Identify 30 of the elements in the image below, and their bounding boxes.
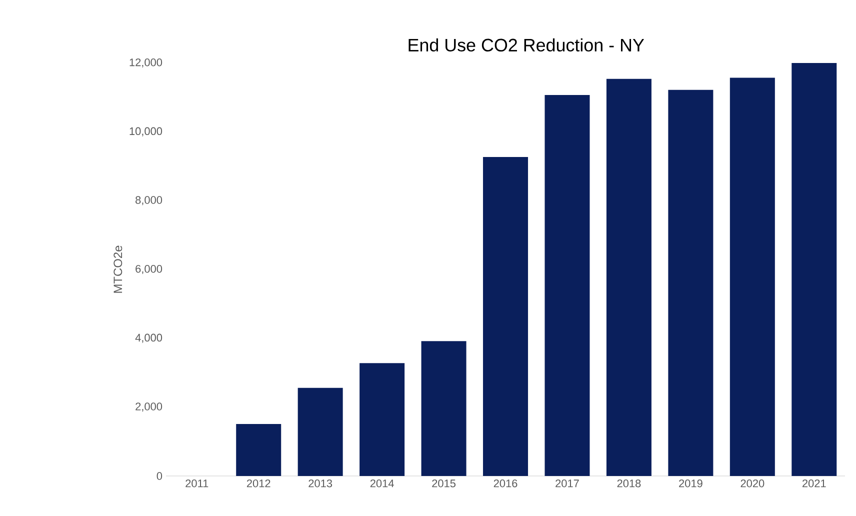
- bar: [730, 78, 775, 476]
- bar: [792, 62, 837, 476]
- x-tick-label: 2020: [740, 480, 764, 488]
- y-tick-label: 0: [156, 472, 162, 480]
- x-tick-label: 2015: [432, 480, 456, 488]
- x-tick-label: 2016: [494, 480, 518, 488]
- bar: [483, 156, 528, 476]
- x-tick-label: 2013: [308, 480, 332, 488]
- y-tick-label: 2,000: [136, 402, 162, 412]
- x-tick-label: 2012: [246, 480, 270, 488]
- bar: [360, 363, 405, 476]
- bar: [668, 90, 714, 476]
- bar: [298, 388, 343, 476]
- x-tick-label: 2019: [679, 480, 702, 488]
- x-tick-label: 2014: [370, 480, 394, 488]
- x-tick-label: 2018: [617, 480, 641, 488]
- y-tick-label: 6,000: [136, 264, 162, 274]
- x-tick-label: 2017: [556, 480, 579, 488]
- bar: [236, 424, 282, 476]
- y-tick-label: 4,000: [135, 334, 162, 343]
- x-tick-label: 2011: [186, 480, 208, 488]
- bar: [606, 78, 652, 476]
- y-tick-label: 10,000: [130, 127, 162, 136]
- x-tick-label: 2021: [802, 480, 826, 488]
- y-axis-title: MTCO2e: [114, 246, 122, 293]
- bar: [544, 94, 590, 476]
- bar: [421, 341, 466, 476]
- y-tick-label: 8,000: [136, 196, 162, 206]
- chart-title: End Use CO2 Reduction - NY: [408, 38, 644, 52]
- y-tick-label: 12,000: [130, 58, 162, 68]
